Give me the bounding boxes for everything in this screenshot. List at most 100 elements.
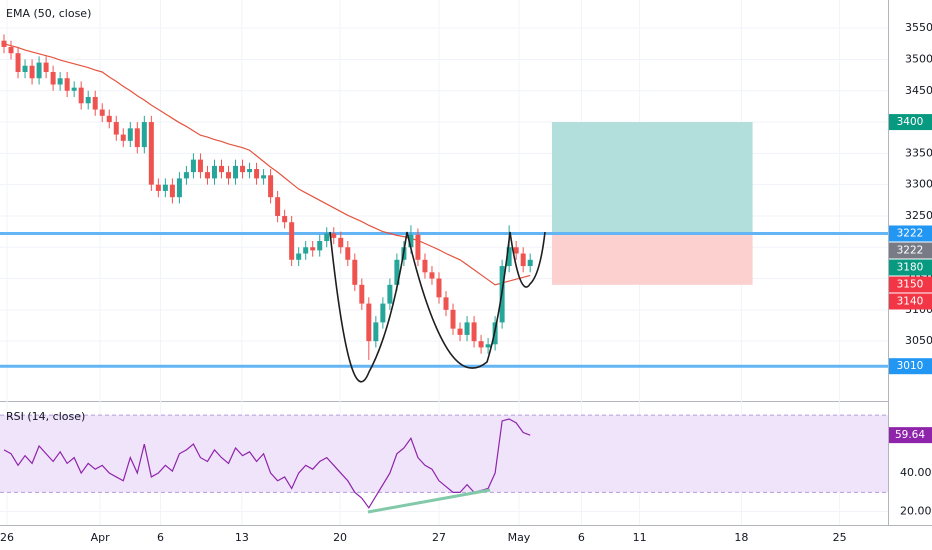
candle-body [169, 184, 175, 198]
y-tick-label: 3350 [905, 146, 932, 159]
price-badge-label: 3010 [897, 360, 924, 372]
profit-zone [551, 122, 753, 234]
candle-body [92, 97, 98, 110]
x-tick-label: May [508, 531, 531, 544]
candle-body [106, 115, 112, 123]
candle-body [457, 328, 463, 335]
candle-body [120, 134, 126, 141]
candle-body [506, 247, 512, 267]
candle-body [64, 78, 70, 91]
x-tick-label: 27 [432, 531, 446, 544]
candle-body [352, 259, 358, 285]
candle-body [366, 303, 372, 342]
axes: 26Apr6132027May6111825305031003150320032… [0, 21, 932, 544]
candle-body [429, 272, 435, 279]
candle-body [450, 309, 456, 329]
x-tick-label: 20 [333, 531, 347, 544]
candle-body [317, 241, 323, 251]
divergence-line [367, 488, 491, 514]
candle-body [240, 165, 246, 173]
candle-body [443, 297, 449, 310]
y-tick-label: 3050 [905, 334, 932, 347]
x-tick-label: 26 [0, 531, 14, 544]
candle-body [415, 234, 421, 260]
candle-body [36, 62, 42, 79]
candle-body [148, 122, 154, 185]
candle-body [113, 122, 119, 135]
candle-body [50, 71, 56, 85]
candle-body [436, 278, 442, 298]
candle-body [211, 165, 217, 179]
y-tick-label: 3550 [905, 21, 932, 34]
main-title: EMA (50, close) [6, 7, 91, 20]
candle-body [338, 237, 344, 248]
ema-line [3, 43, 531, 286]
candle-body [183, 172, 189, 179]
price-badge [889, 276, 932, 293]
x-tick-label: 6 [157, 531, 164, 544]
candle-body [127, 128, 133, 141]
x-tick-label: 11 [633, 531, 647, 544]
candle-body [176, 178, 182, 198]
price-badge [889, 225, 932, 242]
candle-body [373, 322, 379, 342]
candle-body [78, 87, 84, 104]
candle-body [197, 159, 203, 173]
y-tick-label: 3300 [905, 178, 932, 191]
candle-body [331, 233, 337, 238]
candle-body [71, 87, 77, 91]
rsi-band [0, 415, 888, 493]
candle-body [85, 97, 91, 104]
candle-body [8, 46, 14, 54]
candle-body [289, 222, 295, 260]
candle-body [408, 234, 414, 248]
candle-body [359, 284, 365, 304]
rsi-value-label: 59.64 [895, 429, 925, 441]
candle-body [303, 247, 309, 254]
candle-body [233, 165, 239, 179]
candle-body [1, 40, 7, 47]
candle-body [513, 247, 519, 254]
rsi-line [3, 418, 531, 509]
candle-body [527, 259, 533, 267]
candle-body [43, 62, 49, 72]
candle-body [15, 53, 21, 72]
price-badge [889, 114, 932, 131]
candle-body [99, 109, 105, 116]
candle-body [226, 172, 232, 179]
candle-body [380, 303, 386, 323]
candle-body [204, 172, 210, 179]
candle-body [190, 159, 196, 173]
x-tick-label: 13 [235, 531, 249, 544]
candle-body [394, 259, 400, 285]
price-badge-label: 3222 [897, 244, 924, 256]
candle-body [520, 253, 526, 267]
candle-body [345, 247, 351, 260]
candle-body [324, 233, 330, 242]
rsi-value-badge [889, 427, 932, 444]
main-pane [0, 34, 888, 368]
price-badge [889, 358, 932, 375]
x-tick-label: 18 [734, 531, 748, 544]
candle-body [275, 197, 281, 216]
rsi-title: RSI (14, close) [6, 410, 85, 423]
candle-body [471, 322, 477, 342]
x-tick-label: Apr [91, 531, 111, 544]
y-tick-label: 3500 [905, 52, 932, 65]
candle-body [478, 341, 484, 348]
price-badge-label: 3140 [897, 295, 924, 307]
cup-pattern [329, 231, 546, 383]
candle-body [282, 215, 288, 223]
price-badge-label: 3180 [897, 261, 924, 273]
candle-body [261, 175, 267, 179]
rsi-tick-label: 20.00 [900, 505, 932, 518]
candle-body [29, 65, 35, 79]
candle-body [422, 259, 428, 273]
x-tick-label: 25 [833, 531, 847, 544]
x-tick-label: 6 [578, 531, 585, 544]
candle-body [134, 128, 140, 148]
candle-body [57, 78, 63, 85]
price-badge-label: 3222 [897, 227, 924, 239]
candle-body [387, 284, 393, 304]
